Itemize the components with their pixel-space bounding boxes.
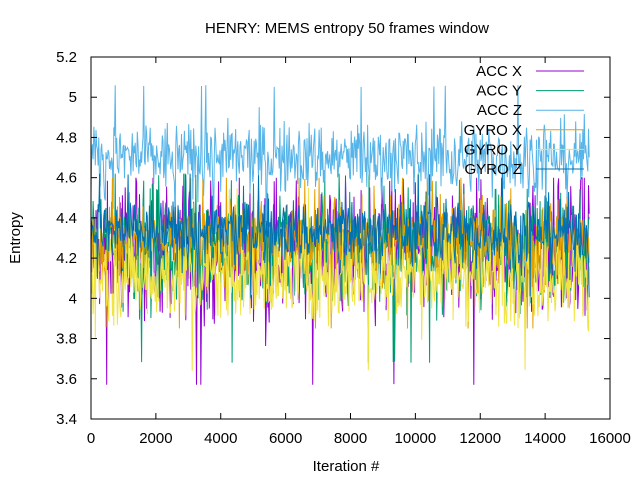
series-line-gyro-z bbox=[90, 173, 590, 299]
x-tick-label: 0 bbox=[87, 430, 95, 447]
series-line-acc-z bbox=[90, 85, 590, 228]
ticks-layer: 0 2000 4000 6000 8000 10000 12000 14000 16000 3.4… bbox=[56, 49, 631, 447]
x-tick-label: 2000 bbox=[139, 430, 172, 447]
legend-label: GYRO X bbox=[464, 122, 522, 139]
y-tick-label: 4.4 bbox=[56, 210, 77, 227]
legend-label: GYRO Z bbox=[464, 161, 522, 178]
chart-title: HENRY: MEMS entropy 50 frames window bbox=[205, 20, 489, 37]
y-tick-label: 5 bbox=[69, 89, 77, 106]
x-tick-label: 12000 bbox=[459, 430, 501, 447]
x-tick-label: 14000 bbox=[524, 430, 566, 447]
legend-label: ACC X bbox=[476, 63, 522, 80]
legend: ACC X ACC Y ACC Z GYRO X GYRO Y GYRO Z bbox=[464, 63, 584, 178]
x-tick-label: 4000 bbox=[204, 430, 237, 447]
legend-label: ACC Z bbox=[477, 102, 522, 119]
y-tick-label: 4.8 bbox=[56, 129, 77, 146]
legend-label: GYRO Y bbox=[464, 141, 522, 158]
x-tick-label: 16000 bbox=[589, 430, 631, 447]
y-tick-label: 4.6 bbox=[56, 170, 77, 187]
series-line-gyro-y bbox=[90, 187, 590, 371]
y-tick-label: 3.6 bbox=[56, 371, 77, 388]
series-layer bbox=[90, 85, 590, 385]
y-tick-label: 3.4 bbox=[56, 411, 77, 428]
x-tick-label: 8000 bbox=[334, 430, 367, 447]
y-tick-label: 5.2 bbox=[56, 49, 77, 66]
legend-label: ACC Y bbox=[476, 83, 522, 100]
y-tick-label: 3.8 bbox=[56, 331, 77, 348]
y-axis-label: Entropy bbox=[7, 212, 24, 264]
y-tick-label: 4.2 bbox=[56, 250, 77, 267]
x-tick-label: 6000 bbox=[269, 430, 302, 447]
x-axis-label: Iteration # bbox=[313, 458, 380, 475]
x-tick-label: 10000 bbox=[395, 430, 437, 447]
y-tick-label: 4 bbox=[69, 290, 77, 307]
